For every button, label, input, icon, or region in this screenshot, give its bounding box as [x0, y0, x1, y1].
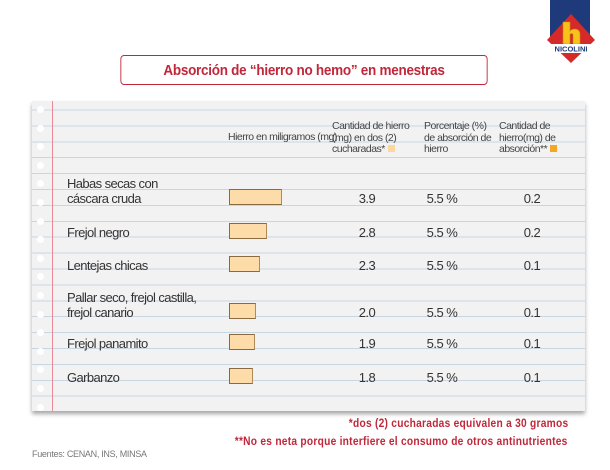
- absorbed-iron: 0.1: [523, 370, 541, 385]
- iron-value: 2.3: [358, 258, 376, 273]
- absorption-pct: 5.5 %: [426, 258, 458, 273]
- binder-hole: [37, 310, 44, 318]
- binder-hole: [37, 347, 44, 355]
- row-name: Frejol negro: [67, 225, 130, 240]
- absorption-pct: 5.5 %: [426, 225, 458, 240]
- binder-hole: [37, 385, 44, 392]
- iron-bar: [229, 256, 261, 272]
- header-c3: Cantidad de hierro(mg) de absorción**: [499, 120, 558, 155]
- margin-line: [52, 101, 53, 411]
- binder-hole: [37, 161, 44, 169]
- absorbed-iron: 0.2: [523, 225, 541, 240]
- row-name: Frejol panamito: [67, 336, 148, 351]
- binder-hole: [37, 106, 44, 113]
- header-bar: Hierro en miligramos (mg): [228, 131, 337, 143]
- nicolini-logo: NICOLINI: [543, 0, 599, 71]
- absorption-pct: 5.5 %: [426, 370, 458, 385]
- iron-bar: [229, 223, 268, 239]
- iron-value: 1.9: [358, 336, 376, 351]
- binder-hole: [37, 143, 44, 151]
- row-name: Habas secas con cáscara cruda: [67, 176, 158, 206]
- binder-hole: [37, 329, 44, 337]
- binder-hole: [37, 254, 44, 262]
- iron-value: 3.9: [358, 191, 376, 206]
- binder-hole: [37, 180, 44, 188]
- absorbed-iron: 0.1: [523, 305, 541, 320]
- header-c2: Porcentaje (%) de absorción de hierro: [424, 120, 492, 155]
- row-name: Pallar seco, frejol castilla, frejol can…: [67, 290, 197, 320]
- absorbed-iron: 0.2: [523, 191, 541, 206]
- swatch-light-icon: [387, 145, 395, 152]
- source: Fuentes: CENAN, INS, MINSA: [32, 449, 147, 459]
- binder-hole: [37, 292, 44, 299]
- binder-hole: [37, 199, 44, 206]
- iron-value: 2.8: [358, 225, 376, 240]
- iron-bar: [229, 334, 255, 350]
- iron-value: 1.8: [358, 370, 376, 385]
- header-c1: Cantidad de hierro (mg) en dos (2) cucha…: [332, 120, 410, 155]
- binder-hole: [37, 124, 44, 132]
- absorption-pct: 5.5 %: [426, 305, 458, 320]
- binder-hole: [37, 366, 44, 374]
- row-name: Garbanzo: [67, 370, 120, 385]
- binder-hole: [37, 236, 44, 244]
- absorbed-iron: 0.1: [523, 258, 541, 273]
- row-name: Lentejas chicas: [67, 258, 148, 273]
- absorbed-iron: 0.1: [523, 336, 541, 351]
- swatch-dark-icon: [550, 145, 558, 152]
- absorption-pct: 5.5 %: [426, 336, 458, 351]
- svg-text:NICOLINI: NICOLINI: [555, 45, 588, 54]
- iron-bar: [229, 303, 257, 319]
- iron-bar: [229, 368, 254, 384]
- iron-bar: [229, 189, 283, 205]
- binder-hole: [37, 273, 44, 281]
- binder-hole: [37, 217, 44, 225]
- footnote-1: *dos (2) cucharadas equivalen a 30 gramo…: [348, 416, 568, 430]
- footnote-2: **No es neta porque interfiere el consum…: [235, 434, 568, 448]
- iron-value: 2.0: [358, 305, 376, 320]
- absorption-pct: 5.5 %: [426, 191, 458, 206]
- binder-hole: [37, 403, 44, 411]
- chart-title: Absorción de “hierro no hemo” en menestr…: [120, 55, 488, 85]
- notebook-paper: [32, 101, 585, 411]
